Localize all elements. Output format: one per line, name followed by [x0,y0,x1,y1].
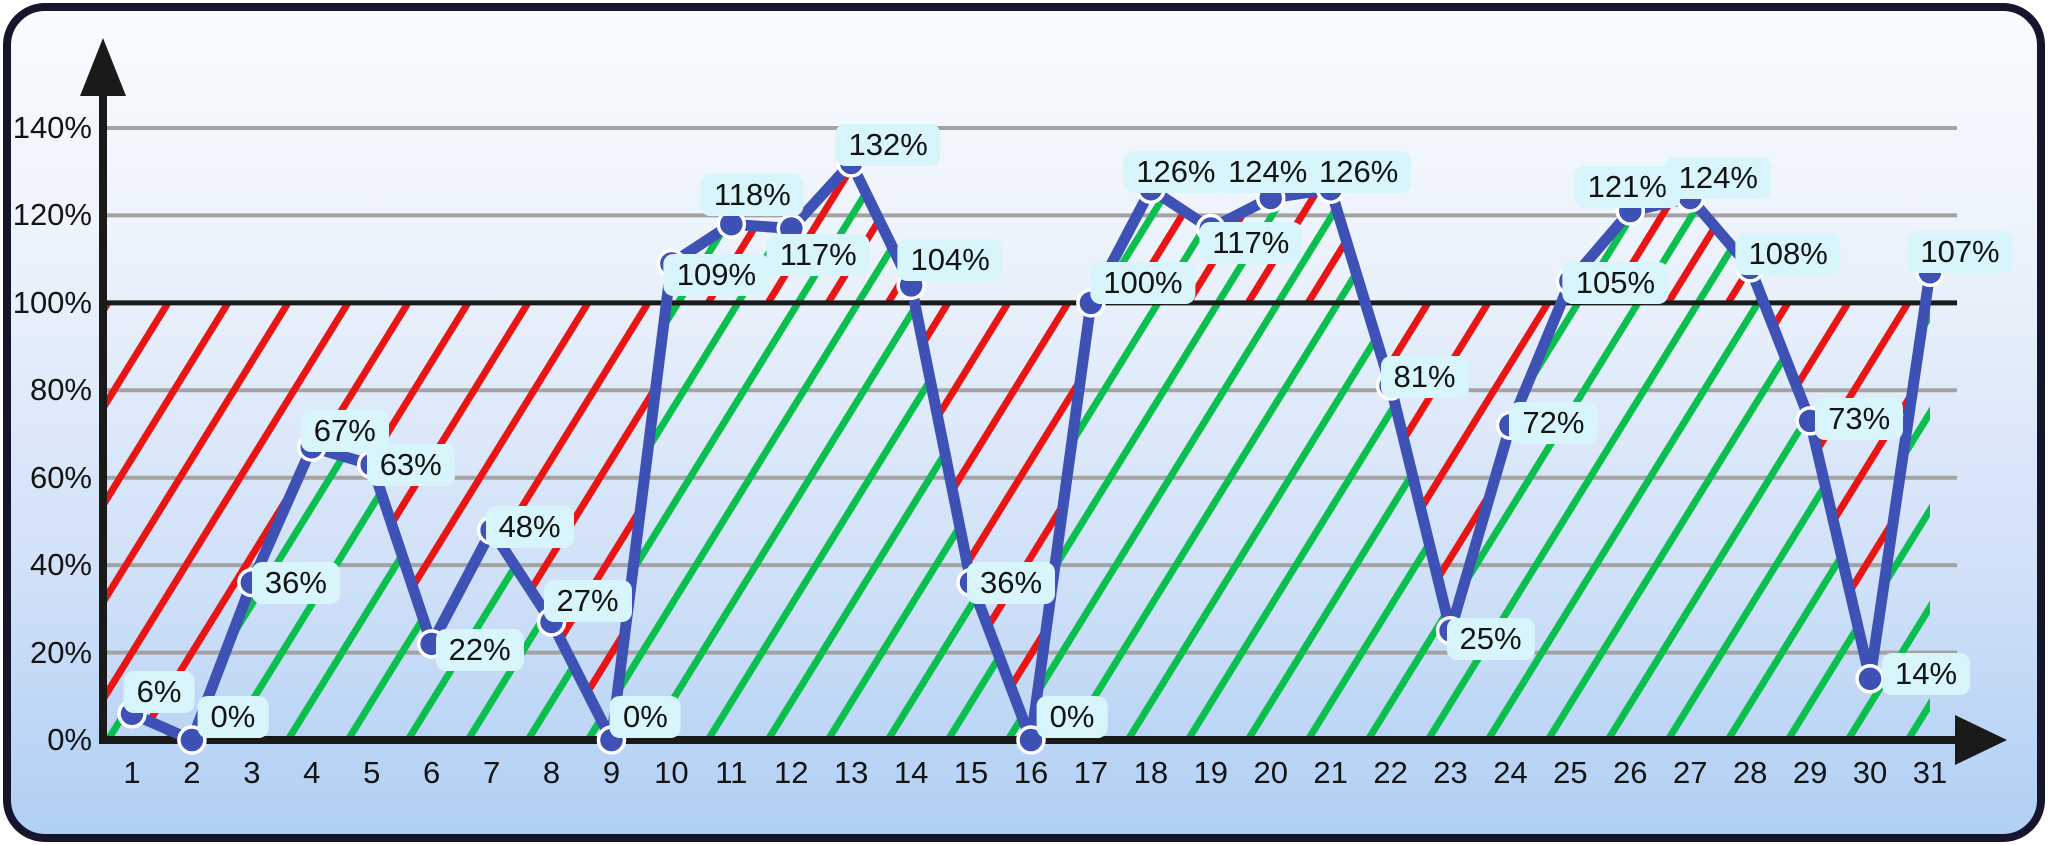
data-point-marker [1735,253,1765,283]
data-point-marker [1435,615,1466,646]
data-point-marker [596,725,627,755]
data-point-marker [177,725,207,755]
data-point-marker [1495,410,1526,441]
chart-canvas [80,38,2007,765]
chart-panel: 6% 0% 36% 67% 63% 22% 48% 27% 0% 109% 118% 117% 132%… [3,3,2045,842]
data-point-marker [1016,725,1046,755]
data-point-marker [1315,174,1346,204]
data-point-marker [237,567,267,598]
data-point-marker [356,449,387,480]
data-point-marker [656,248,687,279]
data-point-marker [476,515,507,545]
data-point-marker [1615,196,1646,226]
data-point-marker [896,270,926,301]
data-point-marker [1196,213,1226,244]
data-point-marker [1076,288,1106,318]
data-point-marker [1375,371,1406,401]
data-point-marker [776,213,807,244]
data-point-marker [117,699,147,729]
data-point-marker [1255,183,1286,213]
data-point-marker [1675,183,1706,213]
data-point-marker [1136,174,1166,204]
data-point-marker [297,432,327,462]
data-point-marker [416,629,447,659]
data-point-marker [1855,664,1885,694]
data-point-marker [1555,266,1586,296]
data-point-marker [1915,257,1945,288]
y-axis-arrow-icon [80,38,126,96]
data-point-marker [956,567,986,598]
data-point-marker [836,148,866,178]
x-axis-arrow-icon [1955,715,2007,765]
data-point-marker [536,607,567,637]
data-point-marker [1795,406,1825,436]
data-point-marker [716,209,747,239]
